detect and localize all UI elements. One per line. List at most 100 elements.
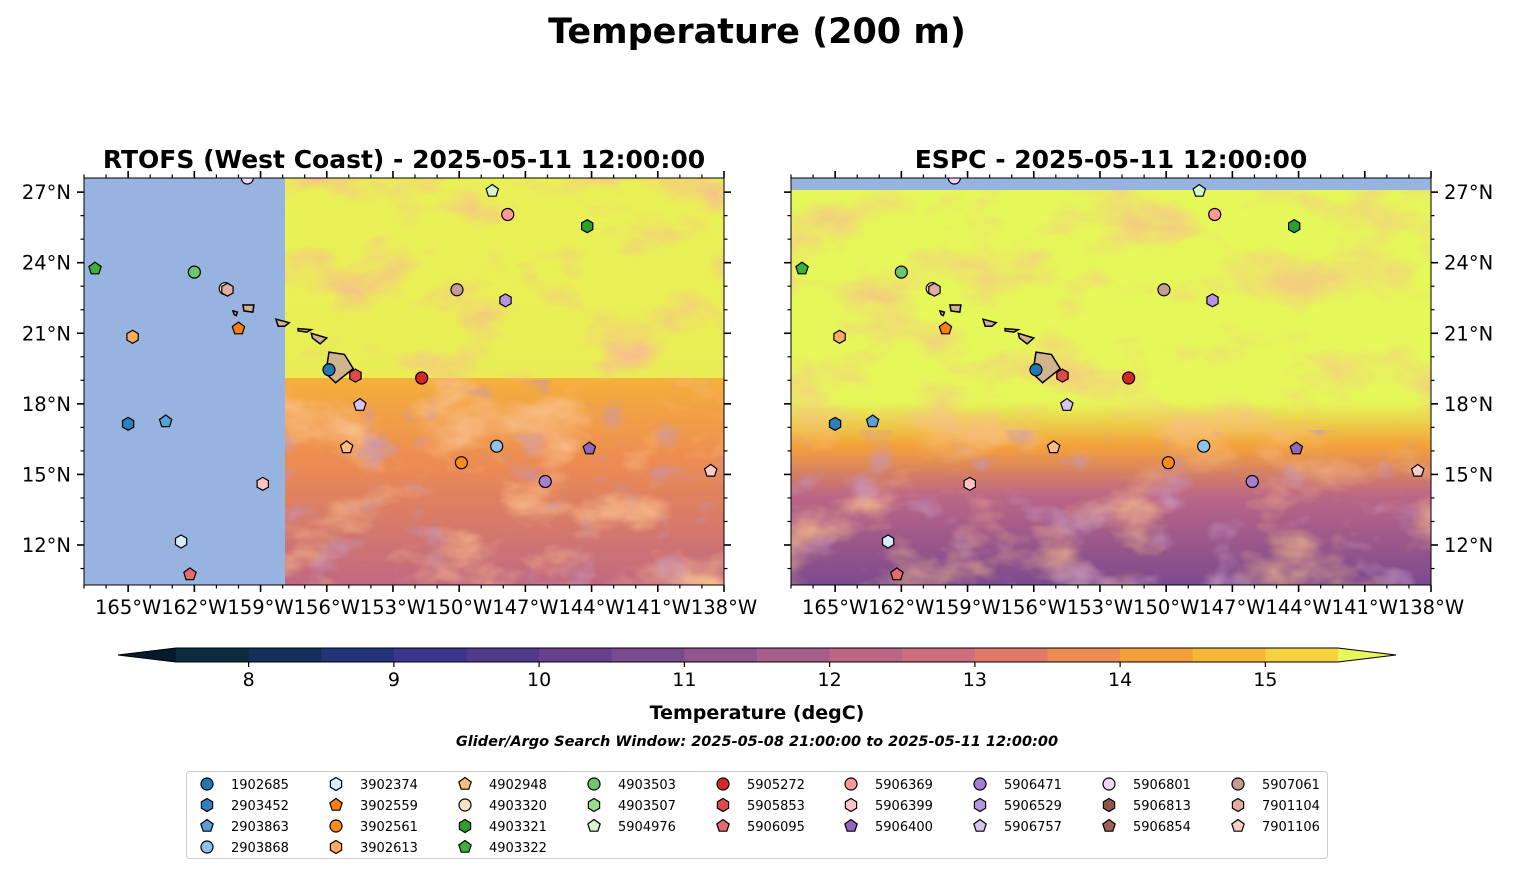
legend-marker-4902948 — [458, 776, 472, 790]
float-marker-2903868 — [490, 439, 504, 453]
legend-label: 4903507 — [618, 799, 676, 814]
legend-label: 5906757 — [1004, 820, 1062, 835]
outside-domain-espc — [791, 178, 1431, 190]
float-marker-1902685 — [1029, 363, 1043, 377]
float-marker-5906471 — [538, 474, 552, 489]
legend-label: 5906399 — [875, 799, 933, 814]
lon-tick-label: 156°W — [294, 596, 360, 619]
legend-marker-2903863 — [200, 818, 214, 832]
lon-tick-label: 150°W — [1133, 596, 1199, 619]
colorbar-under-arrow — [118, 648, 176, 662]
colorbar-segment — [684, 648, 758, 662]
float-marker-7901106 — [1410, 463, 1425, 477]
colorbar-segment — [466, 648, 540, 662]
legend-marker-4903321 — [458, 818, 472, 834]
lat-tick-label: 18°N — [22, 393, 71, 416]
float-marker-2903868 — [1197, 439, 1211, 453]
legend-label: 4902948 — [489, 778, 547, 793]
colorbar-tick-label: 9 — [388, 669, 400, 691]
lon-tick-label: 144°W — [1265, 596, 1331, 619]
float-legend: 1902685 2903452 2903863 2903868 3902374 39025… — [186, 771, 1328, 859]
island-shape — [241, 304, 255, 313]
legend-marker-7901106 — [1231, 818, 1245, 832]
float-marker-3902374 — [881, 534, 895, 549]
legend-label: 5906801 — [1133, 778, 1191, 793]
float-marker-2903452 — [828, 416, 842, 431]
legend-label: 4903503 — [618, 778, 676, 793]
float-marker-5906529 — [499, 293, 512, 308]
legend-label: 5907061 — [1262, 778, 1320, 793]
colorbar-tick-label: 10 — [527, 669, 551, 691]
float-marker-5906399 — [963, 476, 977, 491]
float-marker-7901106 — [703, 463, 718, 477]
colorbar-segment — [176, 648, 250, 662]
float-marker-5904976 — [1192, 183, 1207, 197]
map-frame-espc — [790, 177, 1432, 586]
legend-label: 2903868 — [231, 841, 289, 856]
legend-label: 3902561 — [360, 820, 418, 835]
colorbar-outline — [117, 647, 1397, 663]
island-shape — [938, 309, 946, 317]
legend-marker-5907061 — [1231, 777, 1245, 791]
colorbar-segment — [321, 648, 395, 662]
lon-tick-label: 159°W — [227, 596, 293, 619]
colorbar-tick-label: 11 — [672, 669, 696, 691]
lat-tick-label: 24°N — [1444, 252, 1493, 275]
legend-marker-5906471 — [973, 777, 987, 791]
float-marker-5906399 — [256, 476, 269, 491]
legend-marker-5906801 — [1102, 777, 1116, 791]
colorbar-tick-label: 13 — [963, 669, 987, 691]
colorbar-segment — [611, 648, 685, 662]
legend-marker-5906369 — [844, 777, 858, 791]
float-marker-5907061 — [1157, 283, 1171, 297]
lon-tick-label: 144°W — [558, 596, 624, 619]
colorbar: 8 9 10 11 12 13 14 15 — [117, 647, 1397, 691]
legend-label: 5905853 — [747, 799, 805, 814]
map-panel-rtofs — [84, 178, 724, 585]
float-marker-4903322 — [795, 261, 809, 275]
lon-tick-label: 150°W — [426, 596, 492, 619]
legend-label: 5905272 — [747, 778, 805, 793]
figure-title: Temperature (200 m) — [548, 12, 966, 52]
float-marker-4903321 — [1287, 219, 1301, 234]
lat-tick-label: 21°N — [22, 322, 71, 345]
float-marker-4902948 — [339, 440, 354, 454]
colorbar-segment — [393, 648, 468, 662]
island-shape — [1017, 332, 1036, 345]
float-marker-5905853 — [349, 368, 362, 383]
lat-tick-label: 12°N — [22, 534, 71, 557]
axis-ticks-rtofs: 165°W 162°W 159°W 156°W 153°W 150°W 147°W 144°W… — [22, 171, 757, 619]
colorbar-segment — [974, 648, 1049, 662]
legend-label: 5906529 — [1004, 799, 1062, 814]
lat-tick-label: 18°N — [1444, 393, 1493, 416]
legend-marker-4903320 — [458, 798, 472, 812]
float-marker-7901104 — [221, 282, 234, 297]
legend-marker-4903322 — [458, 839, 472, 853]
search-window-note: Glider/Argo Search Window: 2025-05-08 21… — [456, 734, 1058, 750]
legend-marker-5905272 — [716, 777, 730, 791]
colorbar-segment — [829, 648, 903, 662]
float-marker-3902613 — [126, 329, 139, 344]
float-marker-4903503 — [894, 265, 908, 279]
float-marker-2903863 — [865, 414, 880, 428]
float-marker-4903322 — [88, 261, 102, 275]
colorbar-tick-label: 8 — [243, 669, 255, 691]
panel-title-rtofs: RTOFS (West Coast) - 2025-05-11 12:00:00 — [103, 145, 705, 174]
float-marker-5906400 — [582, 441, 597, 455]
lon-tick-label: 147°W — [492, 596, 558, 619]
float-marker-3902374 — [174, 534, 188, 549]
lon-tick-label: 156°W — [1001, 596, 1067, 619]
float-marker-3902613 — [833, 329, 846, 344]
legend-label: 5906471 — [1004, 778, 1062, 793]
map-panel-espc — [791, 178, 1431, 585]
legend-label: 5906813 — [1133, 799, 1191, 814]
legend-marker-5906400 — [844, 818, 858, 832]
legend-marker-5906529 — [973, 797, 987, 813]
colorbar-over-arrow — [1338, 648, 1396, 662]
colorbar-label: Temperature (degC) — [650, 702, 865, 724]
lon-tick-label: 153°W — [360, 596, 426, 619]
island-shape — [981, 318, 998, 327]
lon-tick-label: 138°W — [1398, 596, 1464, 619]
float-marker-5906095 — [890, 567, 904, 581]
colorbar-tick-label: 15 — [1253, 669, 1277, 691]
